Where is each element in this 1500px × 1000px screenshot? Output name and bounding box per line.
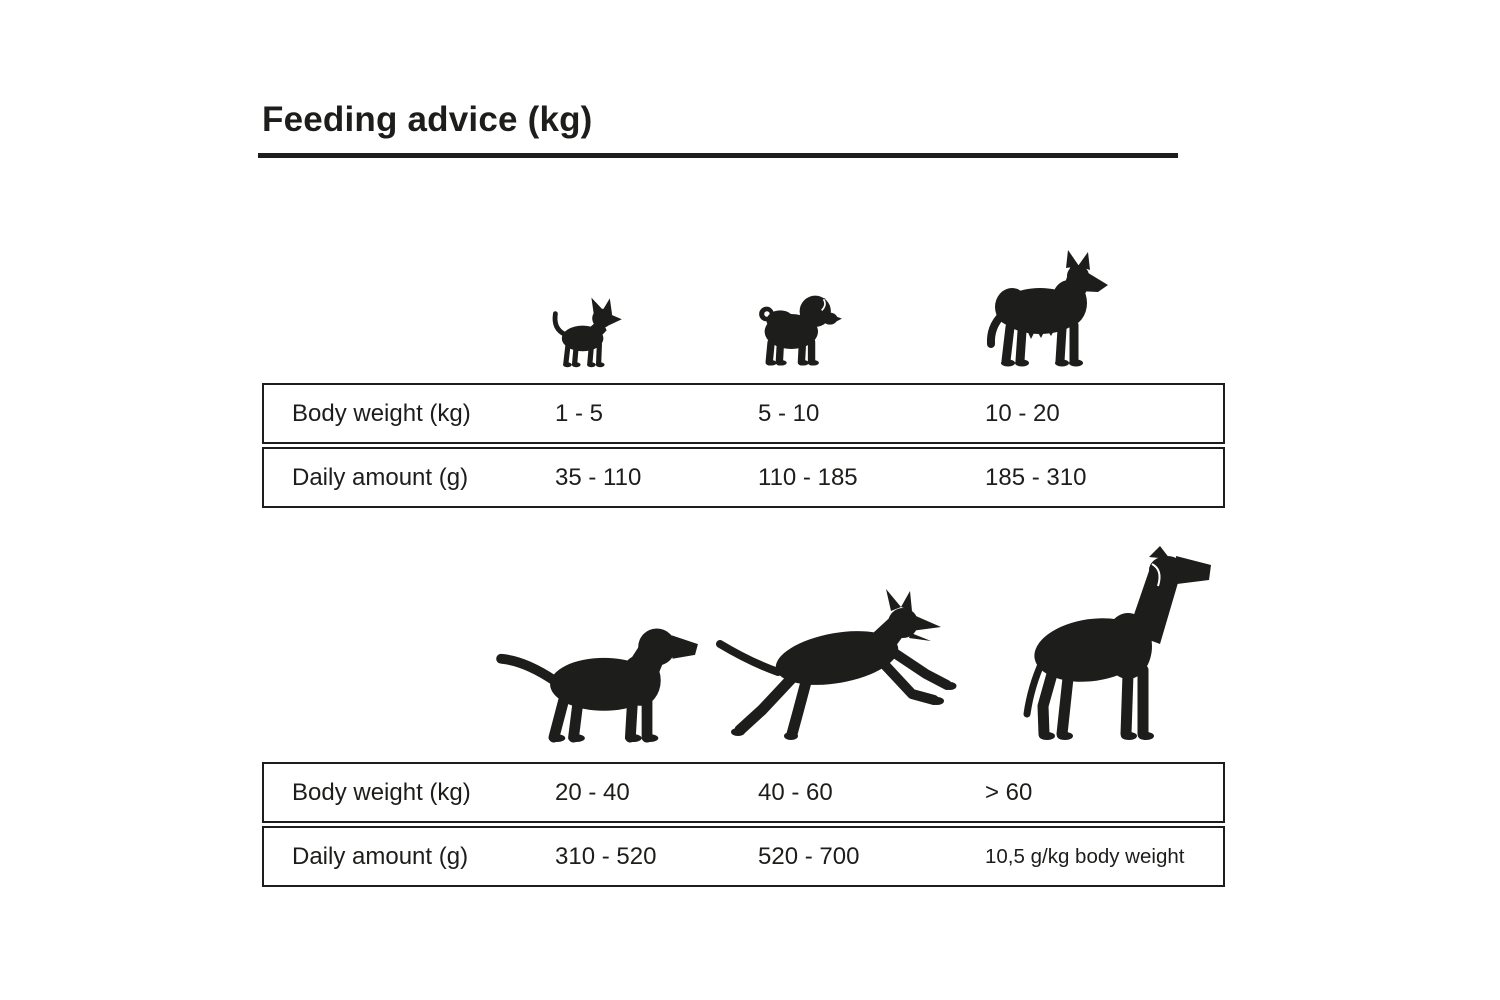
- running-shepherd-icon: [712, 582, 957, 742]
- large-breeds-table: Body weight (kg) 20 - 40 40 - 60 > 60 Da…: [262, 762, 1225, 887]
- page-title: Feeding advice (kg): [262, 100, 593, 139]
- chihuahua-icon: [544, 292, 630, 372]
- value-cell: 310 - 520: [555, 842, 657, 870]
- value-cell: 520 - 700: [758, 842, 860, 870]
- value-cell: 110 - 185: [758, 463, 858, 491]
- value-cell: 35 - 110: [555, 463, 642, 491]
- table-row: Body weight (kg) 20 - 40 40 - 60 > 60: [262, 762, 1225, 823]
- value-cell: 20 - 40: [555, 778, 630, 806]
- row-label: Body weight (kg): [292, 399, 471, 427]
- value-cell: 1 - 5: [555, 399, 604, 427]
- value-cell: 40 - 60: [758, 778, 833, 806]
- small-breeds-table: Body weight (kg) 1 - 5 5 - 10 10 - 20 Da…: [262, 383, 1225, 508]
- value-cell: 5 - 10: [758, 399, 820, 427]
- table-row: Daily amount (g) 35 - 110 110 - 185 185 …: [262, 447, 1225, 508]
- value-cell: 10 - 20: [985, 399, 1060, 427]
- value-cell: 185 - 310: [985, 463, 1087, 491]
- value-cell: > 60: [985, 778, 1033, 806]
- pug-icon: [745, 280, 845, 372]
- great-dane-icon: [980, 544, 1215, 744]
- row-label: Body weight (kg): [292, 778, 471, 806]
- table-row: Daily amount (g) 310 - 520 520 - 700 10,…: [262, 826, 1225, 887]
- small-shepherd-icon: [977, 247, 1122, 372]
- title-underline: [258, 153, 1178, 158]
- labrador-icon: [492, 602, 710, 744]
- value-cell: 10,5 g/kg body weight: [985, 844, 1185, 868]
- table-row: Body weight (kg) 1 - 5 5 - 10 10 - 20: [262, 383, 1225, 444]
- row-label: Daily amount (g): [292, 842, 469, 870]
- row-label: Daily amount (g): [292, 463, 469, 491]
